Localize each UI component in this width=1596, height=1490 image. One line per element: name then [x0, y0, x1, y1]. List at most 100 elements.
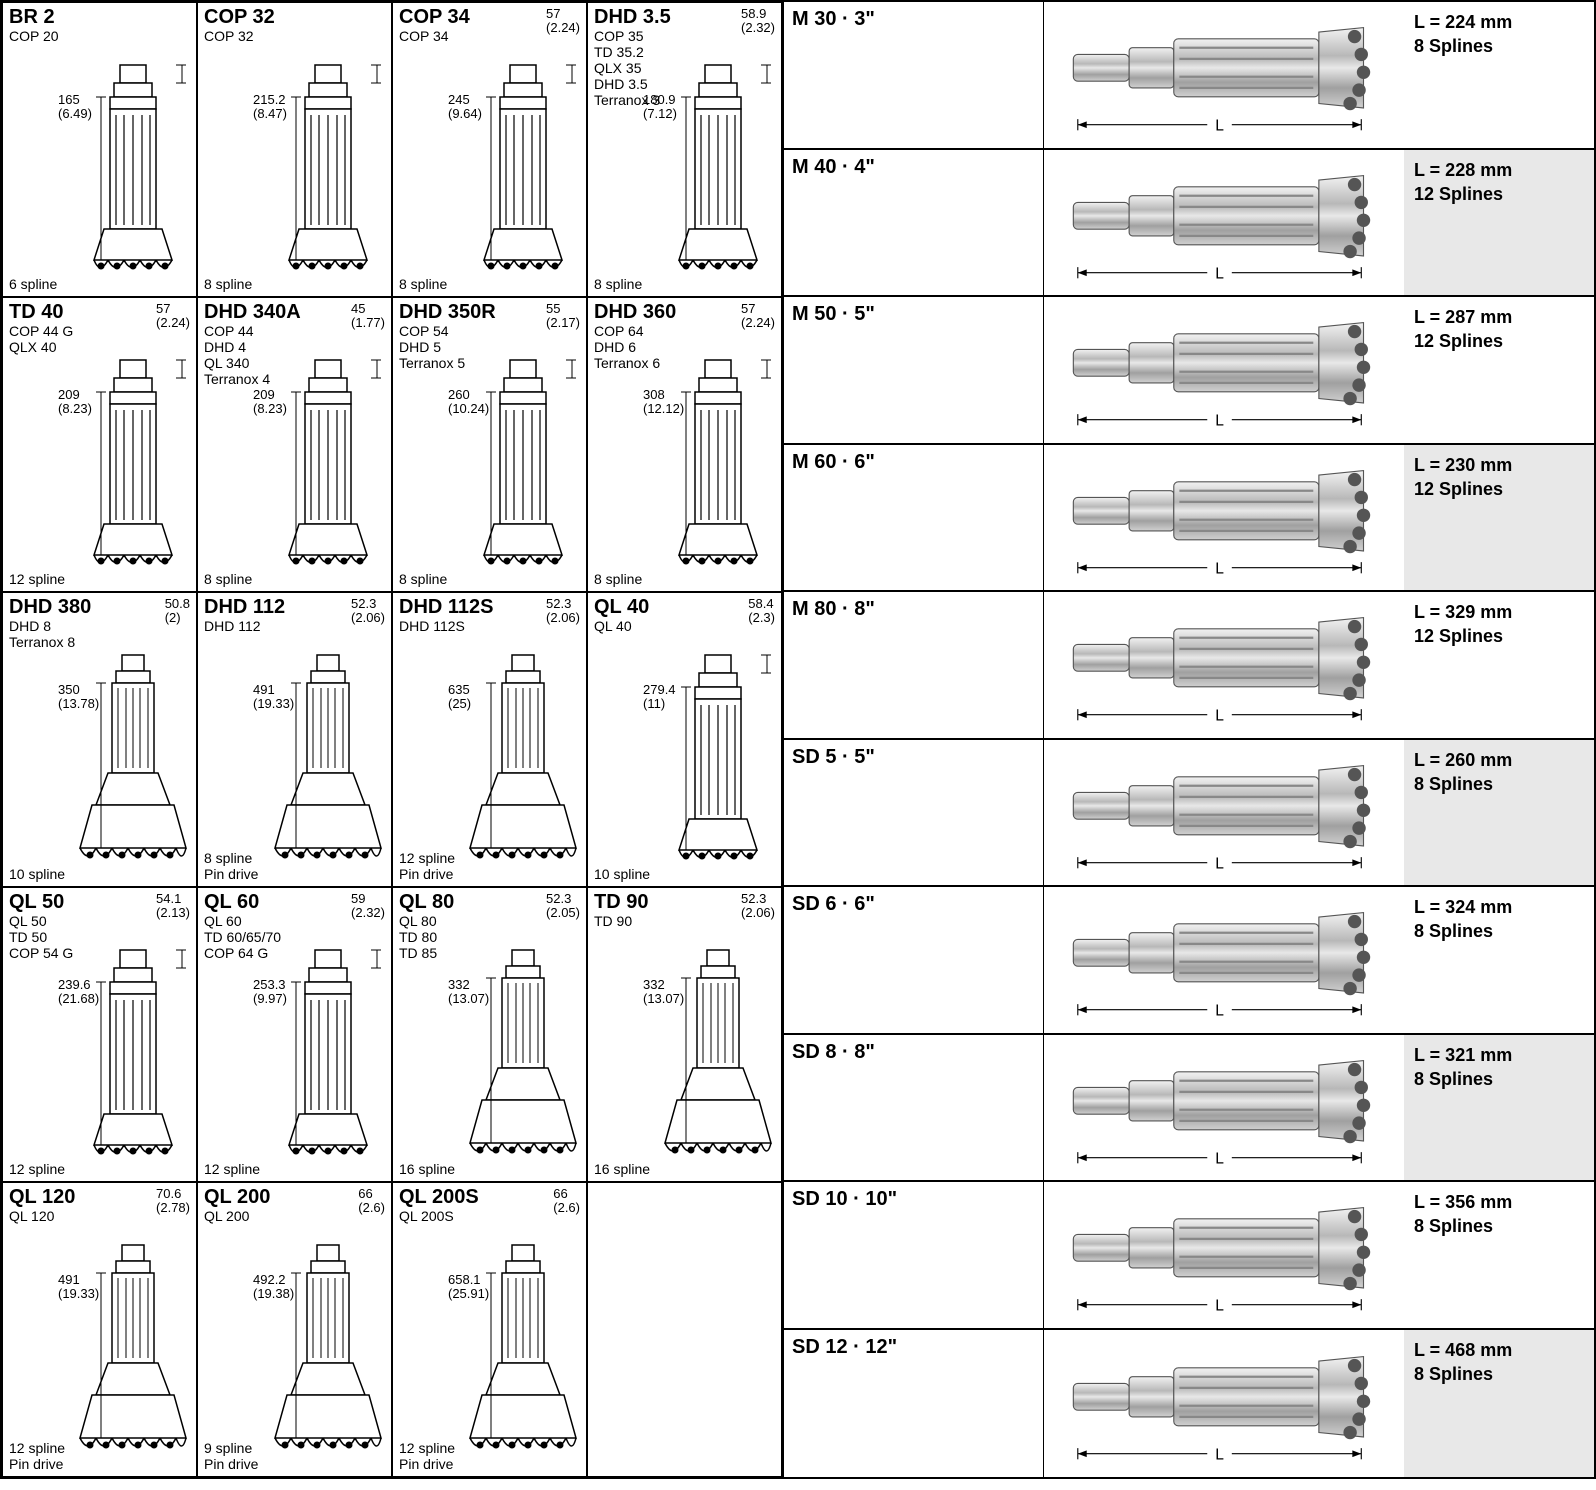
width-dimension: 57 (2.24)	[546, 7, 580, 34]
bit-label-panel: M 40 · 4"	[784, 150, 1044, 296]
bit-specs-panel: L = 260 mm 8 Splines	[1404, 740, 1594, 886]
bit-subtypes: COP 20	[9, 28, 190, 44]
spline-count: 10 spline	[9, 867, 65, 882]
bit-cell: QL 200SQL 200S66 (2.6)658.1 (25.91)12 sp…	[392, 1182, 587, 1477]
splines-value: 8 Splines	[1414, 921, 1493, 941]
bit-specs-panel: L = 324 mm 8 Splines	[1404, 887, 1594, 1033]
bit-label-panel: M 50 · 5"	[784, 297, 1044, 443]
bit-specs-panel: L = 228 mm 12 Splines	[1404, 150, 1594, 296]
bit-render-panel: L	[1044, 1182, 1404, 1328]
width-dimension: 52.3 (2.06)	[351, 597, 385, 624]
bit-size-title: SD 6 · 6"	[792, 893, 1035, 916]
bit-specs-panel: L = 321 mm 8 Splines	[1404, 1035, 1594, 1181]
splines-value: 12 Splines	[1414, 479, 1503, 499]
bit-drawing-icon	[273, 935, 383, 1175]
bit-drawing-icon	[468, 640, 578, 880]
length-value: L = 260 mm	[1414, 750, 1512, 770]
spline-count: 16 spline	[399, 1162, 455, 1177]
bit-drawing-icon	[663, 935, 773, 1175]
bit-specs-panel: L = 287 mm 12 Splines	[1404, 297, 1594, 443]
spline-count: 8 spline	[399, 572, 447, 587]
length-value: L = 224 mm	[1414, 12, 1512, 32]
spline-count: 12 spline Pin drive	[399, 1441, 455, 1472]
bit-render-icon: L	[1069, 12, 1379, 137]
rendered-bits-column: M 30 · 3"LL = 224 mm 8 SplinesM 40 · 4"L…	[784, 2, 1594, 1477]
bit-cell: DHD 112SDHD 112S52.3 (2.06)635 (25)12 sp…	[392, 592, 587, 887]
rendered-bit-row: SD 8 · 8"LL = 321 mm 8 Splines	[784, 1035, 1594, 1183]
bit-drawing-icon	[78, 640, 188, 880]
length-value: L = 329 mm	[1414, 602, 1512, 622]
spline-count: 12 spline Pin drive	[399, 851, 455, 882]
width-dimension: 58.4 (2.3)	[748, 597, 775, 624]
bit-size-title: M 40 · 4"	[792, 156, 1035, 179]
width-dimension: 52.3 (2.06)	[741, 892, 775, 919]
bit-label-panel: M 60 · 6"	[784, 445, 1044, 591]
width-dimension: 52.3 (2.06)	[546, 597, 580, 624]
rendered-bit-row: M 40 · 4" L L = 228 mm 12 Splines	[784, 150, 1594, 298]
empty-cell	[587, 1182, 782, 1477]
bit-render-panel: L	[1044, 887, 1404, 1033]
splines-value: 12 Splines	[1414, 331, 1503, 351]
bit-cell: COP 34COP 3457 (2.24)245 (9.64)8 spline	[392, 2, 587, 297]
splines-value: 8 Splines	[1414, 1069, 1493, 1089]
bit-specs-panel: L = 230 mm 12 Splines	[1404, 445, 1594, 591]
bit-render-icon: L	[1069, 897, 1379, 1022]
splines-value: 12 Splines	[1414, 184, 1503, 204]
length-label: L	[1215, 265, 1224, 282]
width-dimension: 66 (2.6)	[553, 1187, 580, 1214]
width-dimension: 55 (2.17)	[546, 302, 580, 329]
bit-render-panel: L	[1044, 2, 1404, 148]
spline-count: 9 spline Pin drive	[204, 1441, 258, 1472]
width-dimension: 57 (2.24)	[741, 302, 775, 329]
bit-size-title: M 30 · 3"	[792, 8, 1035, 31]
width-dimension: 58.9 (2.32)	[741, 7, 775, 34]
bit-drawing-icon	[468, 935, 578, 1175]
spline-count: 12 spline Pin drive	[9, 1441, 65, 1472]
bit-drawing-icon	[468, 50, 578, 290]
length-value: L = 287 mm	[1414, 307, 1512, 327]
bit-render-panel: L	[1044, 445, 1404, 591]
rendered-bit-row: SD 10 · 10"LL = 356 mm 8 Splines	[784, 1182, 1594, 1330]
bit-specs-panel: L = 224 mm 8 Splines	[1404, 2, 1594, 148]
length-value: L = 468 mm	[1414, 1340, 1512, 1360]
bit-size-title: SD 10 · 10"	[792, 1188, 1035, 1211]
rendered-bit-row: SD 12 · 12"LL = 468 mm 8 Splines	[784, 1330, 1594, 1478]
bit-render-panel: L	[1044, 150, 1404, 296]
bit-label-panel: SD 10 · 10"	[784, 1182, 1044, 1328]
bit-label-panel: SD 6 · 6"	[784, 887, 1044, 1033]
width-dimension: 59 (2.32)	[351, 892, 385, 919]
bit-size-title: SD 8 · 8"	[792, 1041, 1035, 1064]
bit-drawing-icon	[273, 345, 383, 585]
bit-drawing-icon	[663, 345, 773, 585]
bit-title: DHD 380	[9, 597, 190, 618]
bit-size-title: M 80 · 8"	[792, 598, 1035, 621]
length-value: L = 324 mm	[1414, 897, 1512, 917]
bit-drawing-icon	[273, 640, 383, 880]
bit-cell: DHD 340ACOP 44 DHD 4 QL 340 Terranox 445…	[197, 297, 392, 592]
bit-drawing-icon	[78, 50, 188, 290]
spline-count: 12 spline	[204, 1162, 260, 1177]
spline-count: 12 spline	[9, 1162, 65, 1177]
rendered-bit-row: M 80 · 8"LL = 329 mm 12 Splines	[784, 592, 1594, 740]
length-label: L	[1215, 413, 1224, 430]
bit-render-icon: L	[1069, 160, 1379, 285]
bit-size-title: SD 12 · 12"	[792, 1336, 1035, 1359]
bit-size-title: SD 5 · 5"	[792, 746, 1035, 769]
bit-render-icon: L	[1069, 307, 1379, 432]
bit-drawing-icon	[78, 345, 188, 585]
rendered-bit-row: M 60 · 6" LL = 230 mm 12 Splines	[784, 445, 1594, 593]
bit-cell: QL 40QL 4058.4 (2.3)279.4 (11)10 spline	[587, 592, 782, 887]
splines-value: 12 Splines	[1414, 626, 1503, 646]
spline-count: 8 spline	[594, 277, 642, 292]
splines-value: 8 Splines	[1414, 774, 1493, 794]
bit-size-title: M 60 · 6"	[792, 451, 1035, 474]
length-label: L	[1215, 1298, 1224, 1315]
bit-cell: QL 50QL 50 TD 50 COP 54 G54.1 (2.13)239.…	[2, 887, 197, 1182]
bit-drawing-icon	[78, 935, 188, 1175]
bit-drawing-icon	[663, 50, 773, 290]
bit-cell: DHD 380DHD 8 Terranox 850.8 (2)350 (13.7…	[2, 592, 197, 887]
bit-cell: TD 90TD 9052.3 (2.06)332 (13.07)16 splin…	[587, 887, 782, 1182]
splines-value: 8 Splines	[1414, 1364, 1493, 1384]
bit-drawing-icon	[78, 1230, 188, 1470]
length-label: L	[1215, 1003, 1224, 1020]
